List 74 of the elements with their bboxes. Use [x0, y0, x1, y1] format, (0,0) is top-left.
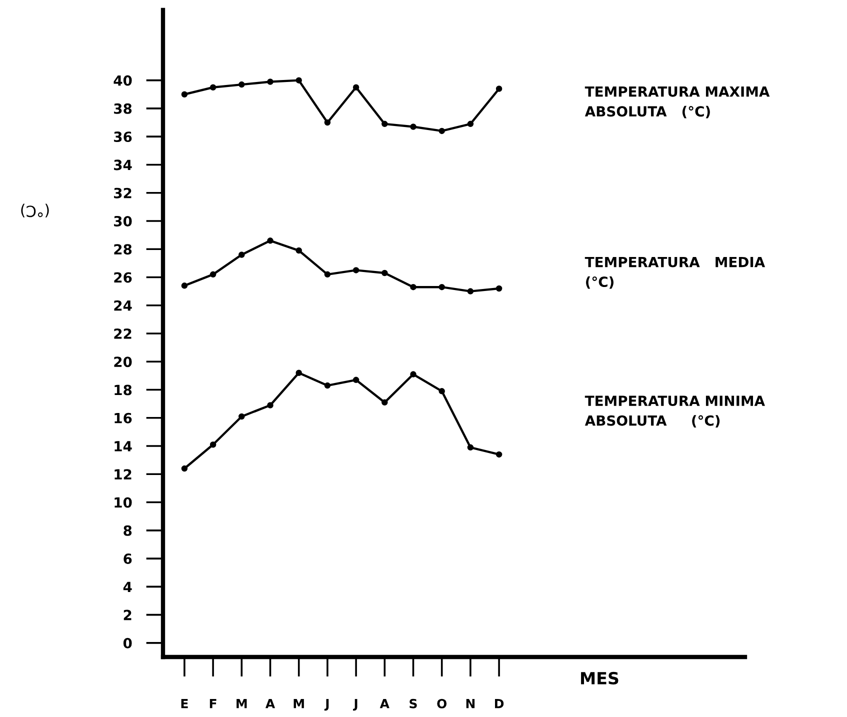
point — [467, 288, 474, 294]
y-tick-label: 34 — [114, 160, 132, 170]
x-tick-label: J — [324, 699, 329, 711]
point — [496, 451, 502, 458]
x-tick-label: M — [294, 699, 304, 708]
point — [467, 444, 474, 451]
point — [352, 267, 360, 274]
point — [467, 120, 474, 128]
point — [410, 371, 416, 378]
x-tick-label: O — [437, 698, 447, 708]
text: TEMPERATURA MAXIMA ABSOLUTA (°C) — [584, 86, 770, 118]
point — [352, 84, 360, 90]
x-tick-label: E — [181, 699, 188, 708]
y-tick-label: 40 — [114, 75, 132, 86]
y-tick-label: 16 — [114, 412, 132, 424]
point — [496, 285, 502, 292]
y-tick-label: 22 — [114, 328, 132, 339]
y-tick-label: 38 — [114, 103, 132, 114]
point — [496, 86, 502, 92]
y-tick-label: 32 — [114, 188, 132, 198]
x-tick-label: M — [236, 699, 247, 708]
y-tick-label: 30 — [114, 216, 132, 226]
x-tick-label: A — [380, 699, 390, 708]
point — [267, 402, 274, 408]
x-tick-label: A — [265, 699, 276, 708]
point — [267, 238, 274, 244]
text: TEMPERATURA MINIMA ABSOLUTA (°C) — [584, 396, 765, 428]
y-tick-label: 24 — [114, 300, 132, 311]
y-axis-title: (°C) — [21, 204, 49, 218]
point — [410, 284, 416, 290]
x-tick-label: D — [495, 699, 504, 708]
y-tick-label: 26 — [114, 272, 132, 283]
point — [438, 388, 445, 394]
point — [324, 119, 331, 126]
x-tick-label: N — [466, 699, 475, 708]
point — [267, 78, 274, 85]
point — [438, 284, 445, 290]
x-tick-label: S — [410, 698, 417, 708]
point — [324, 271, 331, 278]
y-tick-label: 20 — [114, 356, 132, 368]
point — [382, 399, 388, 406]
point — [181, 465, 188, 472]
y-tick-label: 4 — [123, 582, 132, 592]
point — [238, 252, 245, 258]
point — [352, 376, 360, 384]
x-axis-title: MES — [581, 672, 618, 684]
y-tick-label: 8 — [124, 525, 132, 536]
y-tick-label: 28 — [114, 244, 132, 255]
y-tick-label: 10 — [114, 497, 132, 508]
point — [382, 270, 388, 276]
y-tick-label: 18 — [114, 384, 132, 396]
x-tick-label: F — [210, 699, 216, 708]
text: TEMPERATURA MEDIA (°C) — [584, 256, 766, 289]
point — [410, 124, 416, 130]
point — [382, 120, 388, 128]
y-tick-label: 36 — [114, 132, 132, 142]
y-tick-label: 2 — [124, 610, 132, 620]
point — [210, 271, 216, 278]
point — [296, 370, 302, 376]
point — [181, 282, 188, 289]
point — [296, 247, 302, 254]
point — [296, 77, 302, 84]
y-tick-label: 0 — [123, 638, 132, 648]
point — [324, 382, 331, 389]
point — [181, 91, 188, 98]
x-tick-label: J — [353, 699, 358, 711]
y-tick-label: 6 — [124, 554, 132, 564]
y-tick-label: 14 — [114, 441, 132, 452]
point — [438, 128, 445, 134]
point — [210, 84, 216, 90]
point — [238, 413, 245, 420]
y-tick-label: 12 — [114, 469, 132, 480]
point — [238, 81, 245, 88]
point — [210, 441, 216, 448]
